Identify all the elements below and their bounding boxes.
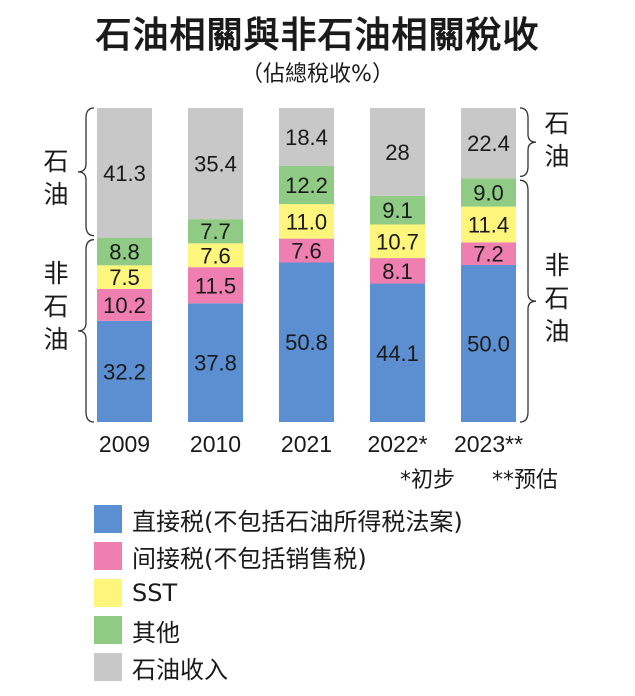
side-label-non-oil-left: 非石油 (43, 259, 68, 354)
data-label-indirect: 7.2 (473, 242, 504, 267)
data-label-oil: 41.3 (103, 161, 146, 186)
bar-segment-other (188, 219, 243, 244)
bar-segment-other (370, 195, 425, 225)
data-label-sst: 10.7 (376, 229, 419, 254)
legend-label-indirect: 间接税(不包括销售税) (132, 544, 367, 573)
brace-right-non-oil (519, 179, 537, 423)
x-tick-label: 2021 (281, 431, 332, 457)
bar-segment-direct (370, 283, 425, 422)
data-label-sst: 7.6 (200, 243, 231, 268)
data-label-direct: 50.0 (467, 332, 510, 357)
brace-left-non-oil (77, 239, 95, 423)
x-tick-label: 2022* (367, 431, 427, 457)
legend-swatch-other (94, 616, 122, 644)
x-tick-label: 2023** (454, 431, 523, 457)
data-label-indirect: 11.5 (195, 273, 236, 298)
bar-segment-other (279, 165, 334, 205)
data-label-other: 9.0 (473, 180, 504, 205)
data-label-indirect: 8.1 (382, 259, 413, 284)
bar-segment-sst (279, 204, 334, 239)
bar-segment-indirect (97, 288, 152, 321)
brace-right-oil (519, 107, 537, 177)
bar-segment-direct (279, 262, 334, 422)
data-label-direct: 32.2 (103, 359, 146, 384)
data-label-sst: 7.5 (109, 265, 140, 290)
data-label-other: 9.1 (382, 198, 413, 223)
bar-segment-oil (97, 108, 152, 238)
legend-item-other: 其他 (94, 615, 180, 647)
legend-item-direct: 直接税(不包括石油所得税法案) (94, 504, 463, 536)
bar-segment-oil (279, 108, 334, 166)
bar-segment-oil (461, 108, 516, 179)
data-label-direct: 44.1 (376, 341, 419, 366)
legend-item-sst: SST (94, 578, 177, 608)
bar-segment-direct (188, 303, 243, 422)
chart-title: 石油相關與非石油相關稅收 (95, 15, 540, 56)
data-label-other: 7.7 (200, 219, 231, 244)
data-label-other: 8.8 (109, 239, 140, 264)
chart-subtitle: （佔總稅收%） (241, 62, 394, 87)
data-label-oil: 35.4 (194, 152, 237, 177)
bar-segment-indirect (370, 258, 425, 284)
x-tick-label: 2010 (190, 431, 241, 457)
legend-label-direct: 直接税(不包括石油所得税法案) (132, 507, 463, 536)
bar-segment-other (97, 237, 152, 266)
x-tick-label: 2009 (99, 431, 150, 457)
legend-label-sst: SST (132, 579, 178, 607)
data-label-other: 12.2 (285, 173, 328, 198)
bar-segment-other (461, 178, 516, 207)
bar-segment-indirect (188, 267, 243, 304)
legend-swatch-indirect (94, 542, 122, 570)
legend-item-oil: 石油收入 (94, 652, 228, 684)
bar-segment-oil (188, 108, 243, 220)
note-preliminary: *初步 (400, 468, 456, 493)
data-label-direct: 50.8 (285, 330, 328, 355)
legend-swatch-oil (94, 653, 122, 681)
bar-segment-sst (370, 224, 425, 259)
data-label-oil: 22.4 (467, 131, 510, 156)
data-label-direct: 37.8 (194, 351, 237, 376)
bar-segment-sst (188, 243, 243, 268)
bar-segment-indirect (461, 242, 516, 265)
data-label-indirect: 7.6 (291, 239, 322, 264)
bar-segment-sst (461, 206, 516, 243)
stacked-bar-chart: 32.210.27.58.841.3200937.811.57.67.735.4… (43, 107, 570, 457)
brace-left-oil (77, 107, 95, 237)
side-label-oil-right: 石油 (544, 109, 569, 171)
legend-swatch-direct (94, 505, 122, 533)
legend-swatch-sst (94, 579, 122, 607)
bar-segment-direct (97, 320, 152, 422)
legend-label-other: 其他 (132, 618, 180, 647)
bar-segment-direct (461, 265, 516, 422)
bar-segment-oil (370, 108, 425, 196)
bar-segment-indirect (279, 238, 334, 263)
bar-segment-sst (97, 265, 152, 289)
data-label-indirect: 10.2 (103, 293, 146, 318)
legend-label-oil: 石油收入 (132, 655, 228, 684)
data-label-sst: 11.0 (286, 209, 327, 234)
data-label-oil: 18.4 (285, 125, 328, 150)
data-label-sst: 11.4 (468, 212, 509, 237)
side-label-oil-left: 石油 (43, 147, 68, 209)
data-label-oil: 28 (385, 140, 409, 165)
note-estimate: **预估 (492, 468, 559, 493)
legend-item-indirect: 间接税(不包括销售税) (94, 541, 367, 573)
side-label-non-oil-right: 非石油 (544, 251, 569, 346)
